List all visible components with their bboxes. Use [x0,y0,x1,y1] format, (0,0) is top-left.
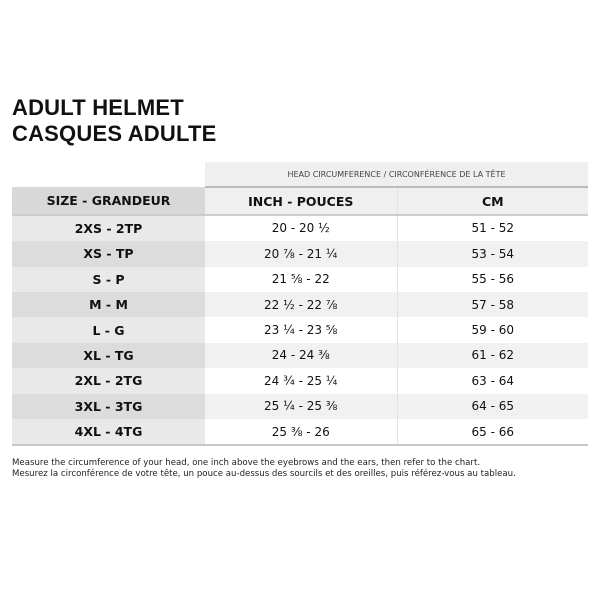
title-en: ADULT HELMET [12,95,184,120]
table-row: 3XL - 3TG 25 ¼ - 25 ⅜ 64 - 65 [12,393,589,419]
size-chart-table: HEAD CIRCUMFERENCE / CIRCONFÉRENCE DE LA… [12,162,589,447]
cell-size: XS - TP [12,241,205,267]
cell-inch: 20 - 20 ½ [205,214,398,242]
cell-cm: 64 - 65 [397,393,589,419]
cell-cm: 53 - 54 [397,241,589,267]
cell-inch: 21 ⅝ - 22 [205,266,398,292]
cell-size: 4XL - 4TG [12,418,205,447]
header-size: SIZE - GRANDEUR [12,187,205,216]
cell-size: 3XL - 3TG [12,393,205,419]
cell-cm: 55 - 56 [397,266,589,292]
note-fr: Mesurez la circonférence de votre tête, … [12,469,516,479]
cell-inch: 24 ¾ - 25 ¼ [205,368,398,394]
cell-size: L - G [12,317,205,343]
table-row: M - M 22 ½ - 22 ⅞ 57 - 58 [12,291,589,318]
table-row: XS - TP 20 ⅞ - 21 ¼ 53 - 54 [12,241,589,267]
header-cm: CM [397,187,589,216]
table-row: XL - TG 24 - 24 ⅜ 61 - 62 [12,342,589,369]
cell-inch: 24 - 24 ⅜ [205,342,398,369]
cell-inch: 20 ⅞ - 21 ¼ [205,241,398,267]
cell-size: 2XS - 2TP [12,214,205,242]
cell-cm: 65 - 66 [397,418,589,447]
cell-inch: 25 ⅜ - 26 [205,418,398,447]
group-header: HEAD CIRCUMFERENCE / CIRCONFÉRENCE DE LA… [205,162,589,189]
cell-cm: 59 - 60 [397,317,589,343]
cell-cm: 57 - 58 [397,291,589,318]
cell-inch: 25 ¼ - 25 ⅜ [205,393,398,419]
cell-cm: 51 - 52 [397,214,589,242]
table-row: 2XS - 2TP 20 - 20 ½ 51 - 52 [12,214,589,242]
cell-size: S - P [12,266,205,292]
cell-size: XL - TG [12,342,205,369]
cell-cm: 61 - 62 [397,342,589,369]
table-row: 4XL - 4TG 25 ⅜ - 26 65 - 66 [12,418,589,447]
page-title: ADULT HELMET CASQUES ADULTE [12,95,216,147]
title-fr: CASQUES ADULTE [12,121,217,146]
cell-size: M - M [12,291,205,318]
table-row: L - G 23 ¼ - 23 ⅝ 59 - 60 [12,317,589,343]
header-inch: INCH - POUCES [205,187,398,216]
cell-inch: 23 ¼ - 23 ⅝ [205,317,398,343]
cell-size: 2XL - 2TG [12,368,205,394]
table-row: S - P 21 ⅝ - 22 55 - 56 [12,266,589,292]
cell-inch: 22 ½ - 22 ⅞ [205,291,398,318]
cell-cm: 63 - 64 [397,368,589,394]
table-row: 2XL - 2TG 24 ¾ - 25 ¼ 63 - 64 [12,368,589,394]
note-en: Measure the circumference of your head, … [12,458,481,468]
measure-instructions: Measure the circumference of your head, … [12,458,516,480]
